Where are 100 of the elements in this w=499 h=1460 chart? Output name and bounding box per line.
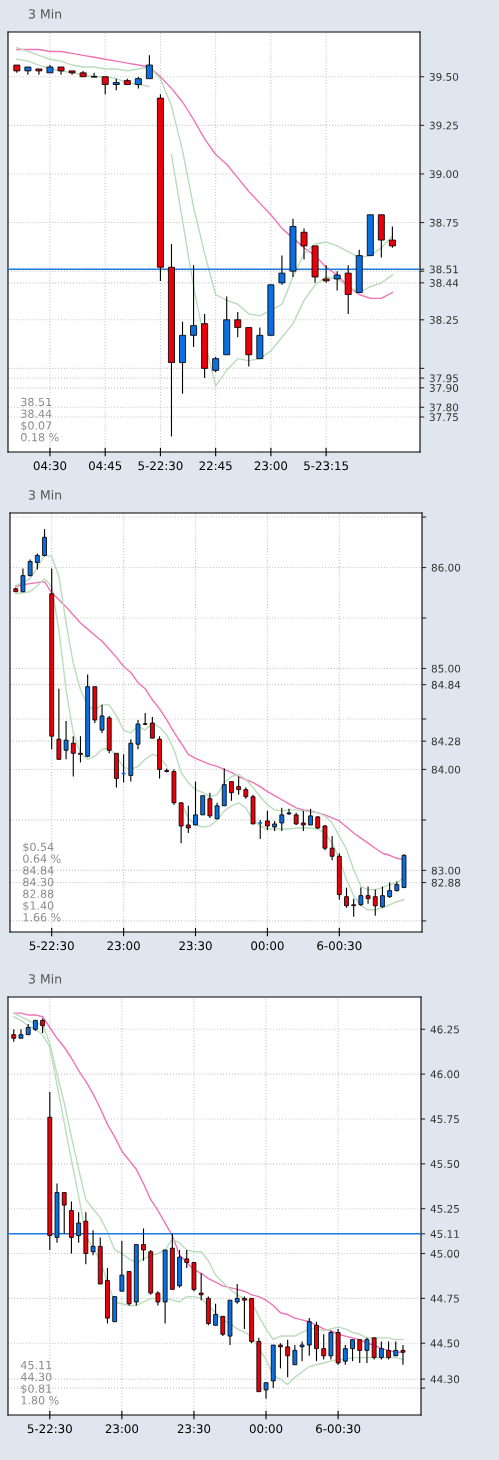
y-tick-label: 83.00 — [431, 866, 461, 875]
candlestick — [234, 1283, 240, 1305]
annotation: 84.30 — [23, 877, 54, 887]
candlestick — [299, 1340, 305, 1362]
y-tick-label: 45.75 — [430, 1115, 459, 1124]
candlestick — [292, 1344, 298, 1366]
x-tick-label: 04:45 — [88, 461, 122, 471]
y-tick-label: 82.88 — [431, 878, 461, 887]
annotation: 44.30 — [20, 1372, 52, 1382]
candlestick — [42, 528, 47, 557]
candlestick — [200, 795, 206, 816]
candlestick — [306, 1317, 312, 1357]
candlestick — [364, 1337, 370, 1364]
candlestick — [70, 735, 76, 778]
y-tick-label: 38.75 — [429, 218, 458, 227]
candlestick — [145, 54, 153, 80]
candlestick — [256, 327, 264, 360]
y-tick-label: 38.25 — [429, 316, 458, 324]
candlestick — [400, 1344, 406, 1366]
y-tick-label: 44.75 — [430, 1294, 459, 1303]
y-tick-label: 45.50 — [430, 1160, 460, 1168]
annotation: 0.64 % — [23, 854, 61, 863]
y-tick-label: 44.30 — [430, 1375, 460, 1384]
candlestick — [300, 227, 308, 261]
y-tick-label: 45.00 — [430, 1249, 460, 1258]
x-tick-label: 5-23:15 — [304, 461, 348, 471]
y-tick-label: 45.11 — [430, 1230, 459, 1238]
candlestick — [76, 1211, 82, 1244]
candlestick — [213, 1303, 218, 1326]
x-tick-label: 23:00 — [254, 461, 288, 471]
candlestick — [78, 735, 83, 763]
annotation: 38.44 — [21, 409, 52, 418]
x-tick-label: 23:30 — [177, 1424, 211, 1434]
candlestick — [344, 887, 349, 909]
x-tick-label: 04:30 — [33, 461, 67, 471]
candlestick — [185, 805, 191, 834]
candlestick — [333, 270, 341, 292]
candlestick — [141, 1227, 146, 1262]
y-tick-label: 86.00 — [431, 563, 461, 572]
candlestick — [193, 781, 198, 826]
x-tick-label: 22:45 — [199, 461, 232, 471]
annotation: 1.80 % — [21, 1396, 59, 1405]
candlestick — [279, 807, 285, 832]
annotation: 84.84 — [23, 866, 54, 875]
candlestick — [242, 1296, 247, 1330]
candlestick — [265, 810, 270, 831]
annotation: 45.11 — [20, 1361, 52, 1370]
y-tick-label: 46.00 — [430, 1070, 460, 1079]
y-tick-label: 84.28 — [431, 737, 461, 746]
y-tick-label: 37.80 — [429, 403, 459, 412]
y-tick-label: 37.75 — [429, 413, 458, 422]
candlestick — [342, 1344, 348, 1366]
annotation: $0.07 — [21, 421, 52, 432]
candlestick — [372, 889, 378, 917]
candlestick — [99, 704, 105, 734]
annotation: $1.40 — [23, 901, 54, 912]
candlestick — [321, 1333, 327, 1360]
y-tick-label: 38.51 — [429, 265, 458, 274]
candlestick — [135, 719, 141, 750]
x-tick-label: 00:00 — [249, 1424, 283, 1434]
candlestick — [190, 264, 198, 348]
candlestick — [18, 1028, 24, 1039]
candlestick — [371, 1337, 377, 1360]
y-tick-label: 38.44 — [429, 279, 459, 287]
y-tick-label: 39.25 — [429, 121, 458, 130]
x-tick-label: 23:00 — [107, 941, 140, 951]
x-tick-label: 5-22:30 — [27, 1424, 72, 1434]
candlestick — [35, 68, 43, 76]
candlestick — [278, 1342, 283, 1369]
x-tick-label: 23:30 — [179, 941, 212, 951]
candlestick — [68, 70, 76, 76]
candlestick — [234, 311, 242, 338]
y-tick-label: 44.50 — [430, 1339, 460, 1348]
y-tick-label: 37.95 — [429, 374, 458, 383]
x-tick-label: 6-00:30 — [317, 941, 362, 951]
candlestick — [357, 1339, 363, 1364]
y-tick-label: 39.00 — [429, 170, 459, 179]
y-tick-label: 37.90 — [429, 384, 459, 392]
annotation: 1.66 % — [23, 913, 61, 922]
candlestick — [380, 886, 385, 909]
candlestick — [149, 716, 155, 739]
candlestick — [229, 781, 234, 802]
y-tick-label: 39.50 — [429, 72, 459, 81]
candlestick — [344, 264, 352, 315]
y-tick-label: 84.84 — [431, 680, 461, 689]
candlestick — [90, 1229, 96, 1256]
annotation: 38.51 — [21, 397, 52, 407]
candlestick — [351, 898, 357, 918]
candlestick — [236, 775, 242, 796]
candlestick — [322, 264, 330, 284]
candlestick — [314, 1321, 319, 1362]
candlestick — [350, 1339, 355, 1362]
annotation: 0.18 % — [21, 433, 59, 442]
chart-title: 3 Min — [28, 8, 62, 19]
annotation: $0.81 — [21, 1384, 52, 1395]
candlestick — [388, 225, 396, 249]
y-tick-label: 45.25 — [430, 1204, 459, 1213]
x-tick-label: 23:00 — [105, 1424, 139, 1434]
chart-title: 3 Min — [28, 973, 62, 984]
y-tick-label: 46.25 — [430, 1025, 459, 1034]
